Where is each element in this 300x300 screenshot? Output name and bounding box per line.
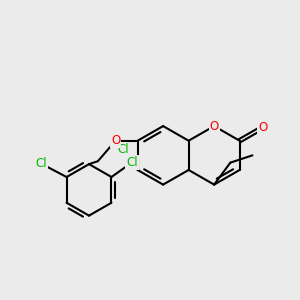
Text: O: O <box>258 121 267 134</box>
Text: O: O <box>111 134 120 147</box>
Text: Cl: Cl <box>126 156 138 169</box>
Text: O: O <box>209 120 219 133</box>
Text: Cl: Cl <box>117 143 129 156</box>
Text: Cl: Cl <box>36 157 47 170</box>
